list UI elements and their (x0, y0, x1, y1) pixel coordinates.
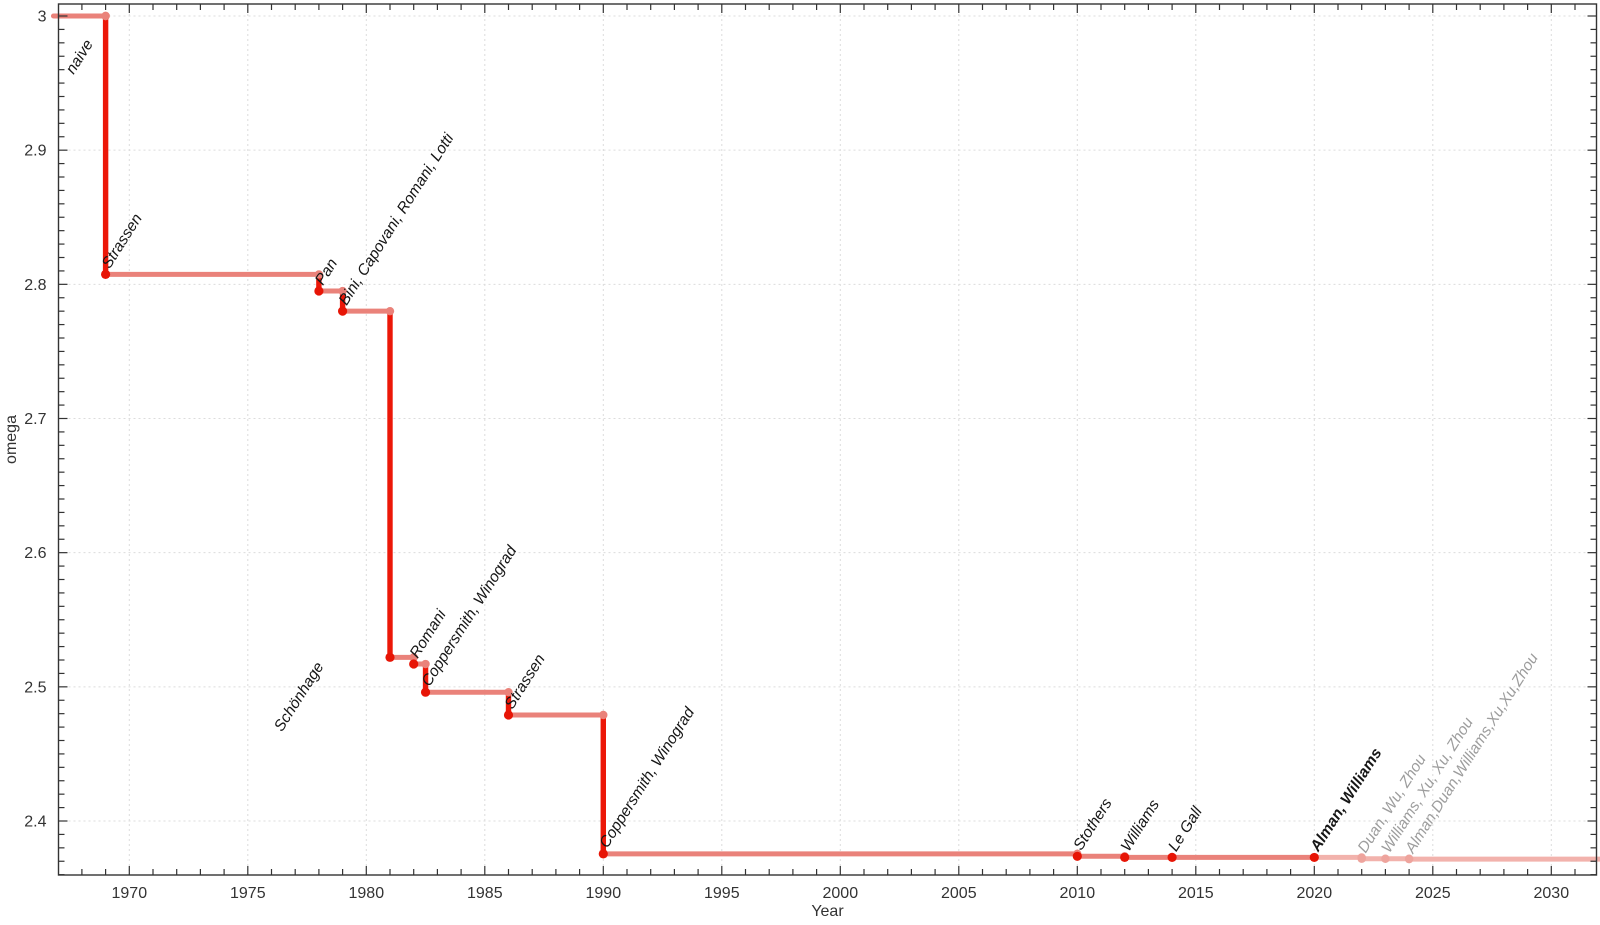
svg-text:1990: 1990 (586, 885, 622, 902)
svg-text:3: 3 (38, 9, 47, 26)
svg-text:1970: 1970 (112, 885, 148, 902)
svg-text:2025: 2025 (1415, 885, 1451, 902)
svg-text:2020: 2020 (1297, 885, 1333, 902)
svg-text:2010: 2010 (1060, 885, 1096, 902)
svg-text:1980: 1980 (349, 885, 385, 902)
svg-text:1975: 1975 (230, 885, 266, 902)
svg-text:2000: 2000 (823, 885, 859, 902)
svg-text:2.4: 2.4 (24, 814, 46, 831)
svg-text:2.6: 2.6 (24, 545, 46, 562)
svg-text:1995: 1995 (704, 885, 740, 902)
svg-text:2.8: 2.8 (24, 277, 46, 294)
svg-text:2005: 2005 (941, 885, 977, 902)
svg-text:2015: 2015 (1178, 885, 1214, 902)
svg-text:2.7: 2.7 (24, 411, 46, 428)
svg-text:1985: 1985 (467, 885, 503, 902)
svg-text:Year: Year (811, 903, 844, 920)
svg-text:2030: 2030 (1534, 885, 1570, 902)
svg-text:omega: omega (3, 415, 20, 464)
svg-text:2.9: 2.9 (24, 143, 46, 160)
svg-text:2.5: 2.5 (24, 679, 46, 696)
